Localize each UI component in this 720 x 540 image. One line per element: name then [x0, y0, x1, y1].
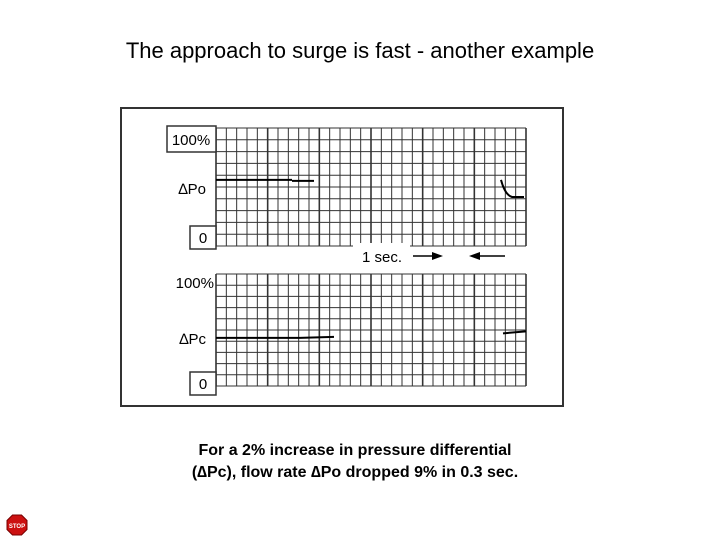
time-annotation-label: 1 sec. — [362, 249, 402, 266]
time-annotation-box — [353, 243, 410, 269]
time-arrow-left-head — [432, 252, 443, 260]
caption-line-1: For a 2% increase in pressure differenti… — [198, 442, 512, 459]
trace-delta-po — [216, 178, 524, 198]
trace-delta-pc — [216, 330, 527, 339]
caption: For a 2% increase in pressure differenti… — [120, 440, 590, 484]
bottom-chart-signal-label: ∆Pc — [179, 331, 206, 348]
top-chart-100-label-box — [166, 125, 217, 153]
top-chart-signal-label: ∆Po — [178, 181, 206, 198]
stop-sign-text: STOP — [9, 524, 25, 530]
chart-grids — [215, 127, 527, 387]
slide-title: The approach to surge is fast - another … — [125, 38, 595, 63]
bottom-chart-zero-label-box — [189, 371, 217, 396]
time-arrow-right-head — [469, 252, 480, 260]
top-chart-zero-label-box — [189, 225, 217, 250]
bottom-chart-grid — [215, 273, 527, 387]
top-chart-grid — [215, 127, 527, 247]
stop-sign-icon[interactable]: STOP — [6, 514, 28, 536]
top-chart-100-label: 100% — [172, 132, 210, 149]
recorder-chart-panel — [120, 107, 564, 407]
bottom-chart-100-label: 100% — [176, 275, 214, 292]
bottom-chart-zero-label: 0 — [199, 376, 207, 393]
caption-line-2: (∆Pc), flow rate ∆Po dropped 9% in 0.3 s… — [191, 464, 519, 481]
top-chart-zero-label: 0 — [199, 230, 207, 247]
